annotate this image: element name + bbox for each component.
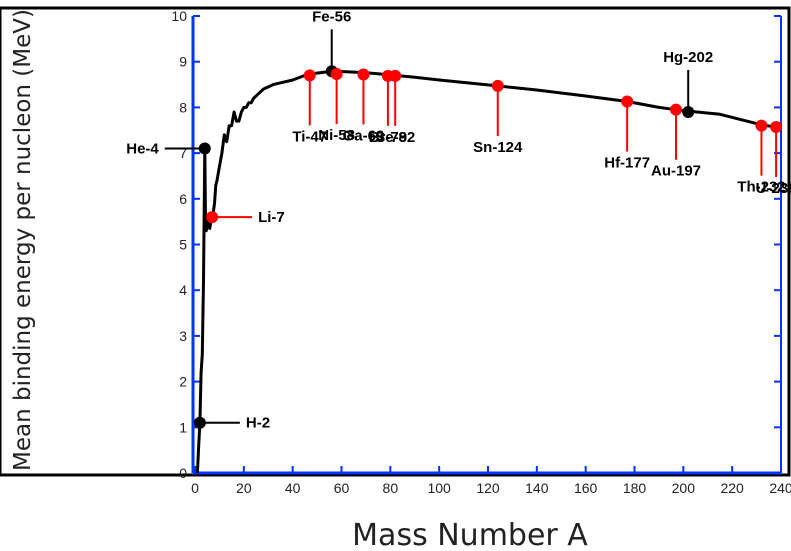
isotope-points: H-2 He-4 Li-7 Ti-47 Fe-56 Ni-58Ga-69Br-79Se-8… bbox=[126, 8, 791, 431]
data-point bbox=[682, 105, 695, 118]
x-tick-label: 160 bbox=[574, 480, 598, 496]
isotope-point-ti-47: Ti-47 bbox=[292, 69, 327, 145]
point-label: He-4 bbox=[126, 141, 159, 158]
x-tick-label: 40 bbox=[285, 480, 301, 496]
point-label: Th-232 bbox=[737, 179, 785, 196]
data-point bbox=[330, 68, 343, 81]
point-label: Br-79 bbox=[369, 129, 407, 146]
isotope-point-ga-69: Ga-69 bbox=[343, 68, 385, 144]
point-label: Se-82 bbox=[375, 129, 415, 146]
x-axis-label: Mass Number A bbox=[352, 518, 588, 551]
point-label: Ni-58 bbox=[318, 127, 355, 144]
data-point bbox=[770, 121, 783, 134]
y-tick-label: 5 bbox=[179, 237, 187, 253]
y-tick-label: 10 bbox=[171, 8, 187, 24]
data-point bbox=[389, 69, 402, 82]
isotope-point-he-4: He-4 bbox=[126, 141, 211, 158]
isotope-point-ni-58: Ni-58 bbox=[318, 68, 355, 144]
isotope-point-hg-202: Hg-202 bbox=[663, 49, 713, 118]
point-label: Hg-202 bbox=[663, 49, 713, 66]
y-tick-label: 7 bbox=[179, 145, 187, 161]
x-tick-label: 20 bbox=[236, 480, 252, 496]
isotope-point-br-79: Br-79 bbox=[369, 69, 407, 146]
point-label: U-238 bbox=[756, 180, 791, 197]
x-tick-label: 180 bbox=[623, 480, 647, 496]
y-tick-label: 0 bbox=[179, 465, 187, 481]
data-point bbox=[303, 69, 316, 82]
y-axis-label: Mean binding energy per nucleon (MeV) bbox=[10, 9, 36, 471]
x-tick-label: 0 bbox=[191, 480, 199, 496]
y-tick-label: 4 bbox=[179, 282, 187, 298]
isotope-point-u-238: U-238 bbox=[756, 121, 791, 197]
data-point bbox=[206, 211, 219, 224]
point-label: Ti-47 bbox=[292, 128, 327, 145]
point-label: Ga-69 bbox=[343, 127, 385, 144]
x-tick-label: 140 bbox=[525, 480, 549, 496]
data-point bbox=[621, 95, 634, 108]
x-tick-label: 80 bbox=[383, 480, 399, 496]
x-tick-label: 240 bbox=[769, 480, 791, 496]
data-point bbox=[755, 119, 768, 132]
x-tick-label: 200 bbox=[672, 480, 696, 496]
data-point bbox=[357, 68, 370, 81]
data-point bbox=[193, 416, 206, 429]
point-label: Li-7 bbox=[258, 209, 285, 226]
isotope-point-hf-177: Hf-177 bbox=[604, 95, 650, 171]
data-point bbox=[670, 103, 683, 116]
x-tick-label: 60 bbox=[334, 480, 350, 496]
data-point bbox=[491, 79, 504, 92]
isotope-point-au-197: Au-197 bbox=[651, 103, 701, 180]
y-tick-label: 1 bbox=[179, 419, 187, 435]
point-label: Au-197 bbox=[651, 163, 701, 180]
isotope-point-th-232: Th-232 bbox=[737, 119, 786, 196]
isotope-point-fe-56: Fe-56 bbox=[312, 8, 351, 78]
binding-energy-curve bbox=[195, 69, 777, 474]
point-label: Hf-177 bbox=[604, 154, 650, 171]
y-tick-label: 8 bbox=[179, 99, 187, 115]
isotope-point-h-2: H-2 bbox=[193, 415, 270, 432]
isotope-point-se-82: Se-82 bbox=[375, 69, 415, 146]
x-tick-label: 100 bbox=[427, 480, 451, 496]
point-label: Sn-124 bbox=[473, 139, 523, 156]
isotope-point-sn-124: Sn-124 bbox=[473, 79, 523, 156]
data-point bbox=[198, 142, 211, 155]
point-label: H-2 bbox=[246, 415, 270, 432]
y-tick-label: 2 bbox=[179, 374, 187, 390]
y-tick-label: 6 bbox=[179, 191, 187, 207]
x-tick-label: 220 bbox=[720, 480, 744, 496]
x-tick-label: 120 bbox=[476, 480, 500, 496]
plot-frame bbox=[0, 6, 791, 477]
y-tick-label: 3 bbox=[179, 328, 187, 344]
point-label: Fe-56 bbox=[312, 8, 351, 25]
y-tick-label: 9 bbox=[179, 54, 187, 70]
isotope-point-li-7: Li-7 bbox=[206, 209, 285, 226]
